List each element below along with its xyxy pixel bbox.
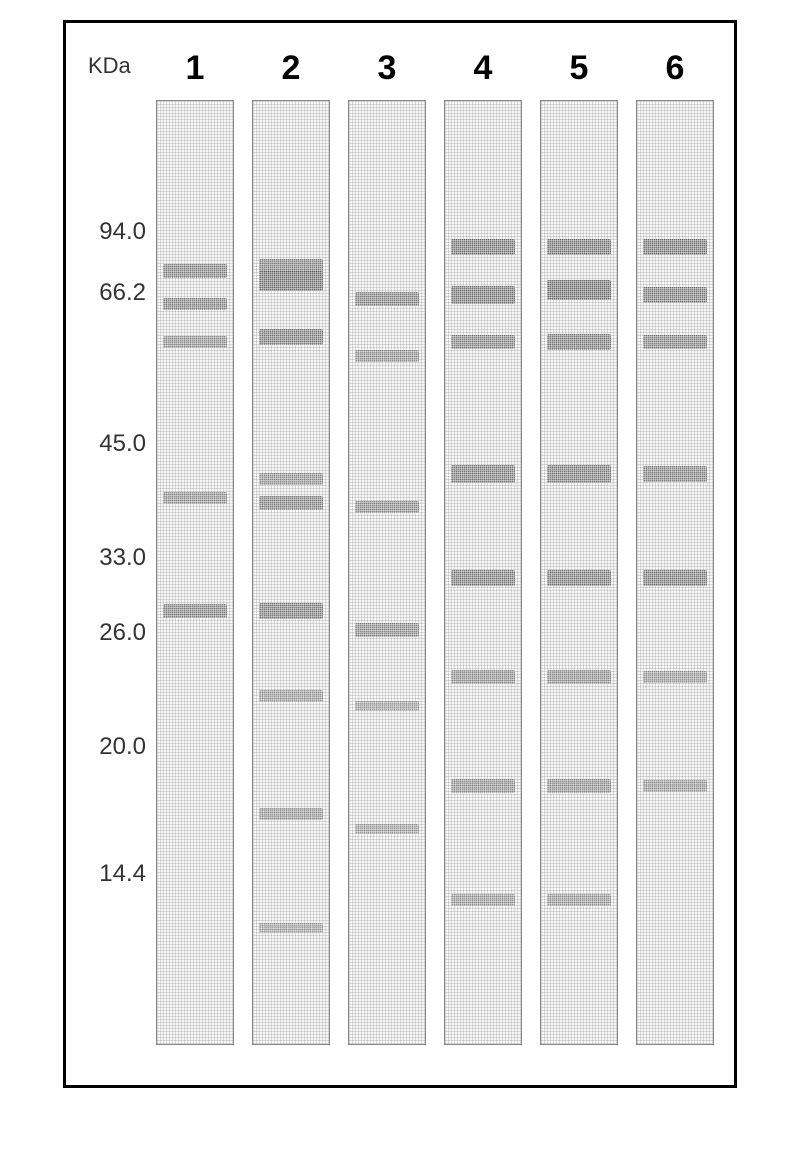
lane-column: 5	[540, 48, 618, 1045]
band	[163, 604, 227, 618]
gel-inner: KDa 94.066.245.033.026.020.014.4 123456	[86, 48, 714, 1045]
band	[547, 894, 611, 906]
lane	[540, 100, 618, 1045]
band	[355, 824, 419, 834]
band	[451, 570, 515, 586]
band	[643, 671, 707, 683]
band	[451, 465, 515, 483]
band	[643, 780, 707, 792]
lane-number: 3	[378, 48, 397, 88]
band	[259, 496, 323, 510]
gel-figure: KDa 94.066.245.033.026.020.014.4 123456	[63, 20, 737, 1088]
marker-label: 14.4	[86, 860, 146, 888]
unit-label: KDa	[88, 53, 131, 79]
lane-column: 3	[348, 48, 426, 1045]
band	[259, 271, 323, 291]
band	[259, 329, 323, 345]
band	[547, 239, 611, 255]
band	[547, 465, 611, 483]
band	[643, 466, 707, 482]
band	[547, 280, 611, 300]
band	[451, 286, 515, 304]
marker-label: 33.0	[86, 544, 146, 572]
lane-column: 1	[156, 48, 234, 1045]
band	[643, 335, 707, 349]
band	[547, 779, 611, 793]
band	[259, 690, 323, 702]
band	[547, 570, 611, 586]
lane-number: 6	[666, 48, 685, 88]
band	[451, 239, 515, 255]
marker-label: 26.0	[86, 619, 146, 647]
band	[355, 623, 419, 637]
band	[259, 808, 323, 820]
lane-number: 2	[282, 48, 301, 88]
band	[643, 287, 707, 303]
marker-label: 20.0	[86, 733, 146, 761]
lanes-wrap: 1 2 3 4 5 6	[156, 48, 714, 1045]
band	[259, 923, 323, 933]
band	[451, 335, 515, 349]
band	[547, 334, 611, 350]
marker-label: 45.0	[86, 430, 146, 458]
band	[643, 570, 707, 586]
band	[451, 670, 515, 684]
lane	[636, 100, 714, 1045]
lane-column: 4	[444, 48, 522, 1045]
lane	[252, 100, 330, 1045]
band	[451, 894, 515, 906]
lane-number: 5	[570, 48, 589, 88]
marker-label: 66.2	[86, 279, 146, 307]
lane	[156, 100, 234, 1045]
band	[163, 298, 227, 310]
band	[163, 492, 227, 504]
band	[355, 292, 419, 306]
band	[451, 779, 515, 793]
lane	[444, 100, 522, 1045]
marker-column: KDa 94.066.245.033.026.020.014.4	[86, 48, 156, 98]
band	[547, 670, 611, 684]
band	[163, 264, 227, 278]
band	[355, 501, 419, 513]
lane	[348, 100, 426, 1045]
band	[163, 336, 227, 348]
lane-column: 6	[636, 48, 714, 1045]
band	[355, 701, 419, 711]
lane-column: 2	[252, 48, 330, 1045]
lane-number: 4	[474, 48, 493, 88]
lane-number: 1	[186, 48, 205, 88]
band	[259, 473, 323, 485]
band	[355, 350, 419, 362]
band	[259, 603, 323, 619]
marker-label: 94.0	[86, 218, 146, 246]
band	[643, 239, 707, 255]
